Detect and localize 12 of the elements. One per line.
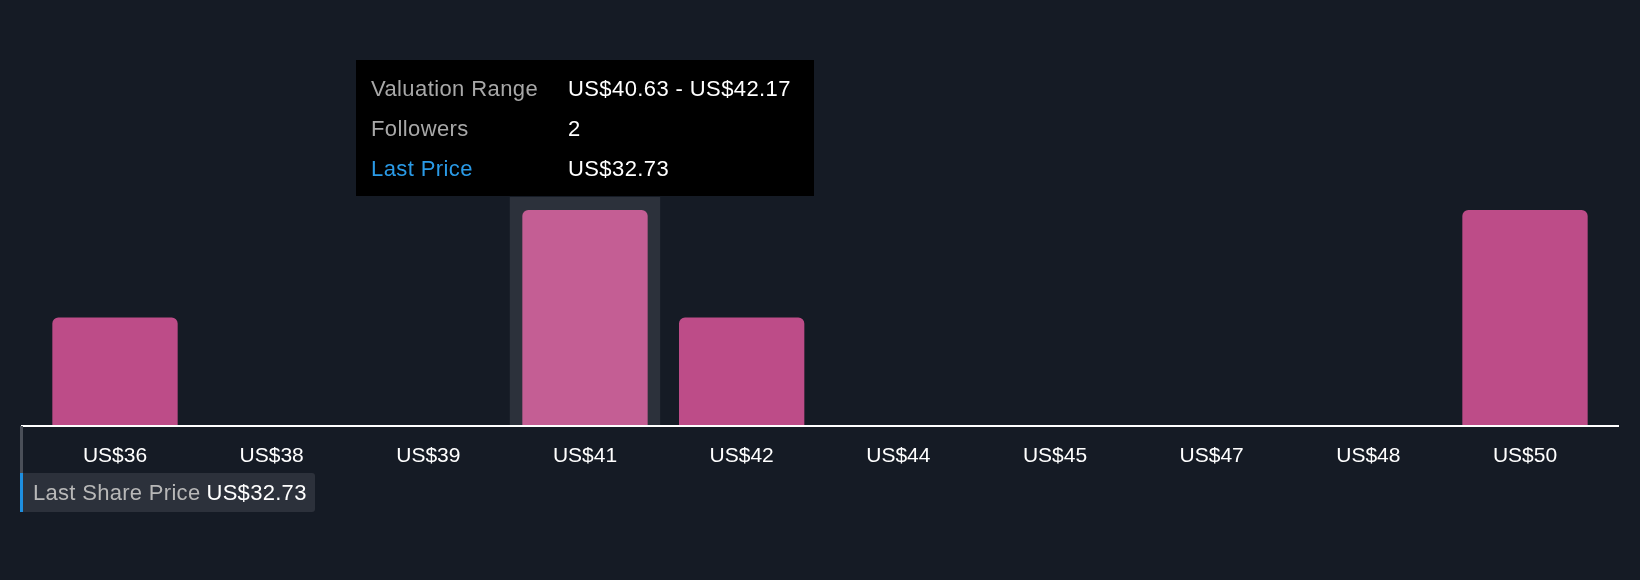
- x-tick-label: US$50: [1492, 443, 1558, 467]
- x-tick-label: US$39: [396, 443, 461, 467]
- x-tick-label: US$38: [239, 443, 304, 467]
- x-tick-label: US$41: [552, 443, 618, 467]
- x-tick-label: US$42: [709, 443, 774, 467]
- x-tick-label: US$45: [1022, 443, 1088, 467]
- x-tick-label: US$47: [1179, 443, 1244, 467]
- x-tick-label: US$48: [1336, 443, 1401, 467]
- x-tick-label: US$36: [82, 443, 148, 467]
- tooltip: Valuation Range US$40.63 - US$42.17 Followers 2 Last Price US$32.73: [356, 60, 814, 196]
- price-label: Last Share Price US$32.73: [20, 473, 315, 512]
- x-tick-label: US$44: [866, 443, 931, 467]
